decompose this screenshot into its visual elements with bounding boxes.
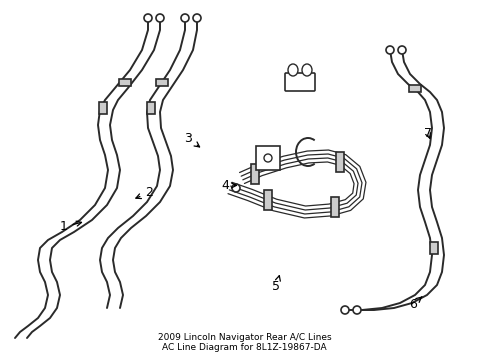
Bar xyxy=(119,78,131,85)
Ellipse shape xyxy=(302,64,311,76)
Text: 2009 Lincoln Navigator Rear A/C Lines
AC Line Diagram for 8L1Z-19867-DA: 2009 Lincoln Navigator Rear A/C Lines AC… xyxy=(157,333,331,352)
Text: 4: 4 xyxy=(221,179,236,192)
Text: 6: 6 xyxy=(408,297,421,311)
Circle shape xyxy=(385,46,393,54)
Circle shape xyxy=(193,14,201,22)
Circle shape xyxy=(264,154,271,162)
Bar xyxy=(256,146,280,170)
Text: 7: 7 xyxy=(423,127,431,140)
Ellipse shape xyxy=(287,64,297,76)
Bar xyxy=(429,242,437,254)
Text: 2: 2 xyxy=(136,186,153,199)
Bar xyxy=(99,102,107,114)
FancyBboxPatch shape xyxy=(285,73,314,91)
Bar xyxy=(335,152,343,172)
Text: 1: 1 xyxy=(60,220,81,233)
Bar xyxy=(264,190,271,210)
Bar xyxy=(250,164,259,184)
Bar xyxy=(156,78,168,85)
Bar xyxy=(147,102,155,114)
Circle shape xyxy=(181,14,189,22)
Bar xyxy=(330,197,338,217)
Circle shape xyxy=(397,46,405,54)
Circle shape xyxy=(340,306,348,314)
Circle shape xyxy=(156,14,163,22)
Circle shape xyxy=(231,184,240,192)
Circle shape xyxy=(143,14,152,22)
Bar xyxy=(408,85,420,91)
Text: 3: 3 xyxy=(184,132,199,147)
Text: 5: 5 xyxy=(272,276,280,293)
Circle shape xyxy=(352,306,360,314)
